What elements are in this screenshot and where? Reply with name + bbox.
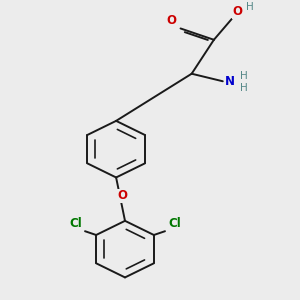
Text: H: H xyxy=(246,2,254,12)
Text: H: H xyxy=(240,70,248,81)
Text: H: H xyxy=(240,83,248,93)
Text: O: O xyxy=(166,14,176,27)
Text: N: N xyxy=(225,75,235,88)
Text: Cl: Cl xyxy=(168,217,181,230)
Text: O: O xyxy=(233,5,243,18)
Text: O: O xyxy=(117,189,127,202)
Text: Cl: Cl xyxy=(69,217,82,230)
